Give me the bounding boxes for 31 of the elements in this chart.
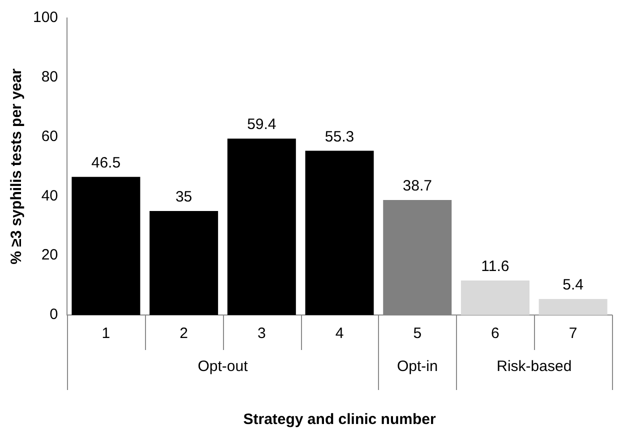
x-tick-label: 4 [335,325,344,342]
data-label: 55.3 [324,128,354,146]
data-label: 5.4 [562,276,584,294]
y-tick-label: 20 [41,246,58,264]
x-tick-label: 5 [413,325,422,342]
text: Opt-out [198,358,249,376]
data-label: 11.6 [481,258,510,276]
x-tick-label: 3 [257,325,266,342]
y-tick-label: 0 [50,306,58,324]
bar [460,280,530,315]
y-tick-label: 80 [41,68,58,86]
y-tick-label: 60 [41,128,58,145]
bar [538,298,608,315]
data-label: 38.7 [402,178,432,195]
text: Risk-based [496,358,572,376]
y-tick-label: 100 [32,9,58,26]
x-tick-label: 7 [568,325,578,342]
x-tick-label: 6 [491,325,500,342]
x-tick-label: 2 [180,325,188,342]
bar [72,176,140,315]
x-axis-title: Strategy and clinic number [243,411,436,428]
bar [150,211,218,315]
data-label: 35 [175,188,192,206]
text: Opt-in [396,358,438,376]
y-axis-title: % ≥3 syphilis tests per year [8,68,26,264]
data-label: 59.4 [247,116,276,134]
bar [227,138,296,315]
y-tick-label: 40 [41,187,58,204]
x-tick-label: 1 [102,325,110,342]
bar [305,150,374,315]
data-label: 46.5 [91,154,121,172]
